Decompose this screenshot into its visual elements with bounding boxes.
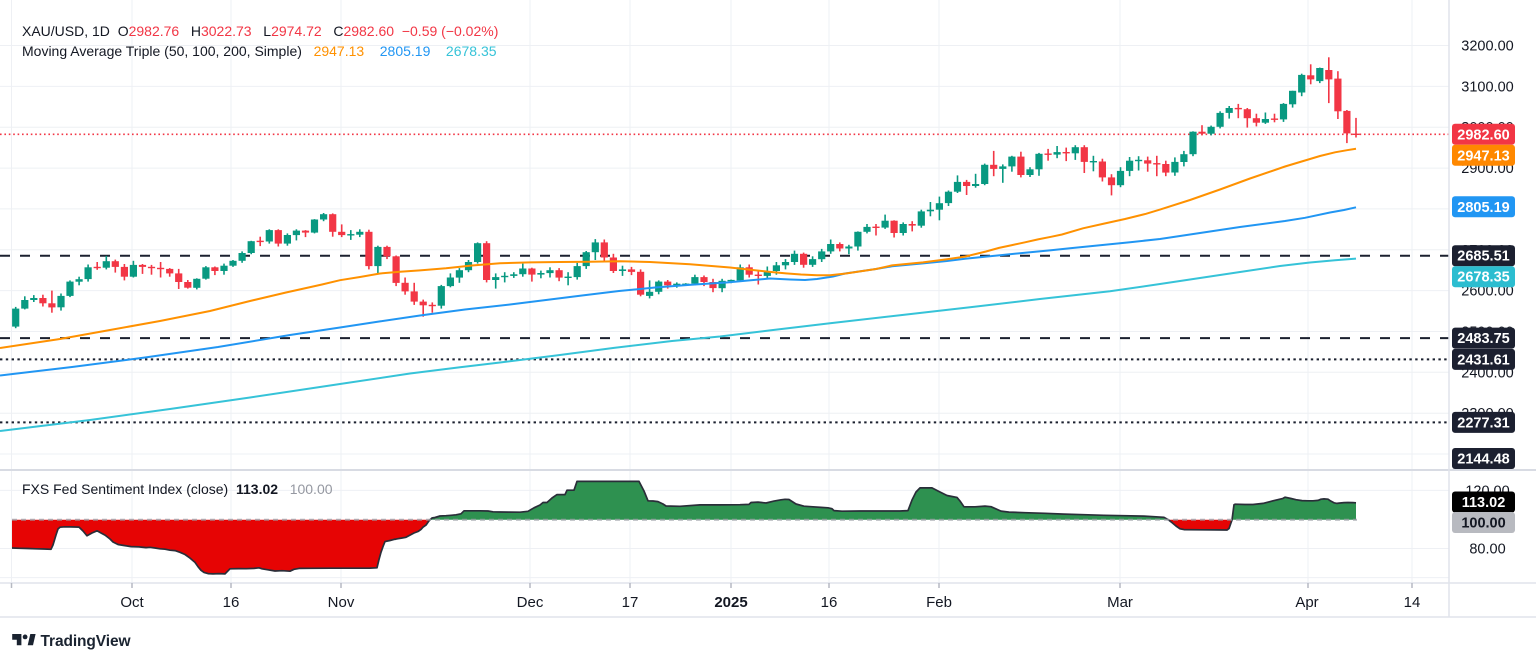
- svg-text:3100.00: 3100.00: [1461, 79, 1513, 95]
- svg-text:2805.19: 2805.19: [1457, 200, 1509, 216]
- svg-text:2483.75: 2483.75: [1457, 331, 1509, 347]
- svg-text:Oct: Oct: [120, 594, 144, 611]
- svg-text:2947.13: 2947.13: [1457, 148, 1509, 164]
- svg-text:Moving Average Triple (50, 100: Moving Average Triple (50, 100, 200, Sim…: [22, 43, 497, 59]
- svg-text:2685.51: 2685.51: [1457, 249, 1509, 265]
- svg-text:2600.00: 2600.00: [1461, 284, 1513, 300]
- svg-text:2431.61: 2431.61: [1457, 352, 1509, 368]
- svg-text:14: 14: [1404, 594, 1421, 611]
- svg-text:2678.35: 2678.35: [1457, 270, 1509, 286]
- svg-text:Dec: Dec: [517, 594, 544, 611]
- svg-text:16: 16: [821, 594, 838, 611]
- svg-text:FXS Fed Sentiment Index (close: FXS Fed Sentiment Index (close) 113.02 1…: [22, 481, 333, 497]
- svg-text:100.00: 100.00: [1461, 516, 1505, 532]
- svg-text:2982.60: 2982.60: [1457, 127, 1509, 143]
- svg-text:80.00: 80.00: [1469, 542, 1505, 558]
- svg-text:TradingView: TradingView: [41, 633, 132, 650]
- svg-text:2277.31: 2277.31: [1457, 415, 1509, 431]
- svg-text:Nov: Nov: [328, 594, 355, 611]
- svg-text:2025: 2025: [714, 594, 747, 611]
- svg-text:XAU/USD, 1D O2982.76 H3022.: XAU/USD, 1D O2982.76 H3022.73 L2974.72 C…: [22, 23, 498, 39]
- svg-text:Apr: Apr: [1295, 594, 1318, 611]
- svg-text:Feb: Feb: [926, 594, 952, 611]
- svg-text:16: 16: [223, 594, 240, 611]
- svg-text:Mar: Mar: [1107, 594, 1133, 611]
- svg-text:17: 17: [622, 594, 639, 611]
- svg-text:3200.00: 3200.00: [1461, 39, 1513, 55]
- svg-text:113.02: 113.02: [1462, 495, 1506, 511]
- svg-text:2144.48: 2144.48: [1457, 452, 1509, 468]
